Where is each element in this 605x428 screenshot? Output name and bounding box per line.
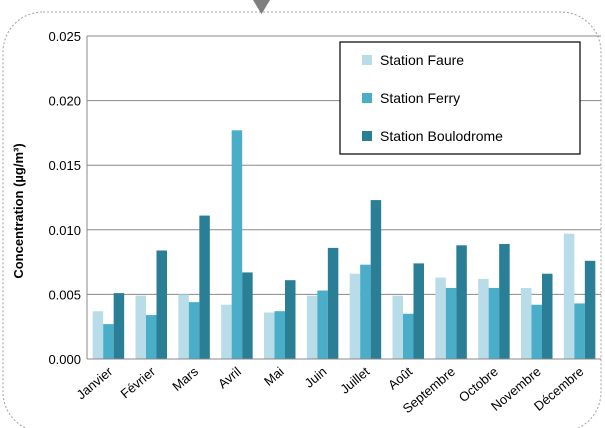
bar-station-faure xyxy=(521,287,532,359)
bar-station-ferry xyxy=(403,313,414,359)
y-tick-label: 0.000 xyxy=(48,352,81,367)
legend-swatch-station-boulodrome xyxy=(362,131,372,141)
bar-station-boulodrome xyxy=(584,260,596,359)
bar-station-faure xyxy=(92,311,104,359)
x-tick-label: Mars xyxy=(169,363,201,393)
bar-station-boulodrome xyxy=(156,250,167,359)
bar-station-ferry xyxy=(146,315,157,359)
bar-station-boulodrome xyxy=(542,273,553,359)
bar-station-ferry xyxy=(531,304,542,359)
bar-station-boulodrome xyxy=(456,245,467,359)
x-tick-label: Août xyxy=(385,364,415,393)
legend-swatch-station-faure xyxy=(362,55,372,65)
legend-swatch-station-ferry xyxy=(362,93,372,103)
bar-station-ferry xyxy=(231,130,243,359)
bar-station-faure xyxy=(478,278,489,359)
bar-station-faure xyxy=(135,295,146,359)
bar-station-boulodrome xyxy=(413,263,424,359)
legend-label-station-faure: Station Faure xyxy=(380,52,464,68)
x-tick-label: Mai xyxy=(261,364,287,389)
triangle-marker-icon xyxy=(253,0,270,14)
y-tick-label: 0.015 xyxy=(48,158,81,173)
x-tick-label: Janvier xyxy=(74,363,116,402)
bar-station-faure xyxy=(435,277,446,359)
bars xyxy=(92,130,596,359)
bar-station-faure xyxy=(349,273,361,359)
x-tick-labels: Janvier Février Mars Avril Mai Juin Juillet Aoû… xyxy=(74,363,587,416)
bar-station-faure xyxy=(178,294,189,359)
x-tick-label: Juillet xyxy=(337,364,372,397)
legend: Station Faure Station Ferry Station Boul… xyxy=(339,41,581,155)
x-tick-label: Juin xyxy=(302,364,330,391)
x-tick-label: Avril xyxy=(215,364,244,392)
bar-station-ferry xyxy=(103,324,114,359)
y-tick-label: 0.020 xyxy=(48,94,81,109)
legend-label-station-boulodrome: Station Boulodrome xyxy=(380,128,503,144)
bar-station-faure xyxy=(392,295,403,359)
bar-station-boulodrome xyxy=(113,293,125,359)
bar-station-ferry xyxy=(488,287,500,359)
y-tick-label: 0.010 xyxy=(48,223,81,238)
legend-box xyxy=(339,41,581,155)
y-tick-label: 0.025 xyxy=(48,29,81,44)
x-tick-label: Février xyxy=(118,363,159,401)
bar-station-boulodrome xyxy=(285,280,296,359)
bar-station-faure xyxy=(563,233,575,359)
bar-station-ferry xyxy=(445,287,457,359)
bar-station-boulodrome xyxy=(327,247,339,359)
y-tick-labels: 0.000 0.005 0.010 0.015 0.020 0.025 xyxy=(48,29,81,367)
y-axis-label: Concentration (µg/m³) xyxy=(11,143,26,278)
bar-station-ferry xyxy=(574,303,585,359)
legend-label-station-ferry: Station Ferry xyxy=(380,90,460,106)
bar-station-boulodrome xyxy=(370,200,382,359)
y-tick-label: 0.005 xyxy=(48,287,81,302)
axes xyxy=(86,36,601,360)
bar-station-boulodrome xyxy=(499,244,510,359)
bar-station-boulodrome xyxy=(242,272,253,359)
bar-station-boulodrome xyxy=(199,215,210,359)
bar-station-faure xyxy=(221,304,232,359)
bar-station-faure xyxy=(306,295,318,359)
bar-station-faure xyxy=(264,312,275,359)
bar-station-ferry xyxy=(317,290,328,359)
bar-station-ferry xyxy=(360,264,371,359)
bar-station-ferry xyxy=(274,311,285,359)
bar-station-ferry xyxy=(188,302,200,359)
